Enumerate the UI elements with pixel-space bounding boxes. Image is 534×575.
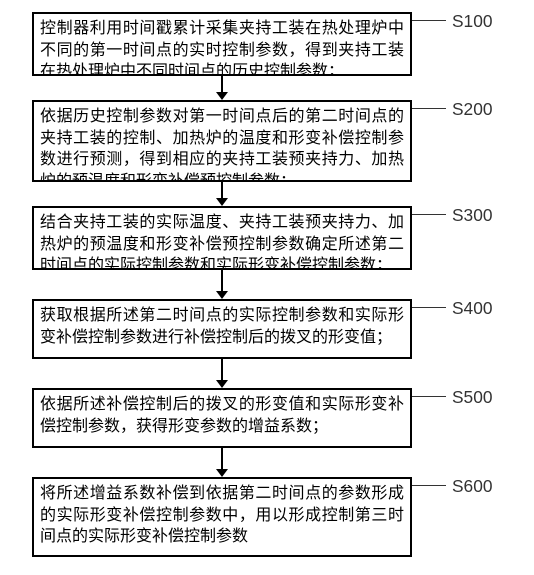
arrow-head-icon — [216, 92, 228, 100]
arrow-head-icon — [216, 291, 228, 299]
leader-line — [412, 108, 446, 109]
step-label-s100: S100 — [452, 11, 492, 32]
step-text: 结合夹持工装的实际温度、夹持工装预夹持力、加热炉的预温度和形变补偿预控制参数确定… — [34, 208, 410, 270]
leader-line — [412, 20, 446, 21]
arrow-head-icon — [216, 380, 228, 388]
leader-line — [412, 396, 446, 397]
flowchart-root: 控制器利用时间戳累计采集夹持工装在热处理炉中不同的第一时间点的实时控制参数，得到… — [0, 0, 534, 575]
arrow-line — [221, 270, 223, 291]
leader-line — [412, 307, 446, 308]
step-box-s100: 控制器利用时间戳累计采集夹持工装在热处理炉中不同的第一时间点的实时控制参数，得到… — [32, 12, 412, 76]
step-label-s600: S600 — [452, 476, 492, 497]
arrow-line — [221, 76, 223, 92]
step-text: 依据历史控制参数对第一时间点后的第二时间点的夹持工装的控制、加热炉的温度和形变补… — [34, 102, 410, 182]
step-label-s500: S500 — [452, 387, 492, 408]
arrow-line — [221, 359, 223, 380]
step-text: 将所述增益系数补偿到依据第二时间点的参数形成的实际形变补偿控制参数中，用以形成控… — [34, 479, 410, 552]
step-text: 依据所述补偿控制后的拨叉的形变值和实际形变补偿控制参数，获得形变参数的增益系数； — [34, 390, 410, 441]
leader-line — [412, 214, 446, 215]
step-label-s300: S300 — [452, 205, 492, 226]
step-box-s500: 依据所述补偿控制后的拨叉的形变值和实际形变补偿控制参数，获得形变参数的增益系数； — [32, 388, 412, 448]
step-box-s400: 获取根据所述第二时间点的实际控制参数和实际形变补偿控制参数进行补偿控制后的拨叉的… — [32, 299, 412, 359]
arrow-head-icon — [216, 198, 228, 206]
step-label-s400: S400 — [452, 298, 492, 319]
step-text: 获取根据所述第二时间点的实际控制参数和实际形变补偿控制参数进行补偿控制后的拨叉的… — [34, 301, 410, 352]
step-box-s200: 依据历史控制参数对第一时间点后的第二时间点的夹持工装的控制、加热炉的温度和形变补… — [32, 100, 412, 182]
arrow-line — [221, 182, 223, 198]
step-box-s600: 将所述增益系数补偿到依据第二时间点的参数形成的实际形变补偿控制参数中，用以形成控… — [32, 477, 412, 557]
arrow-line — [221, 448, 223, 469]
leader-line — [412, 485, 446, 486]
step-text: 控制器利用时间戳累计采集夹持工装在热处理炉中不同的第一时间点的实时控制参数，得到… — [34, 14, 410, 76]
step-label-s200: S200 — [452, 99, 492, 120]
step-box-s300: 结合夹持工装的实际温度、夹持工装预夹持力、加热炉的预温度和形变补偿预控制参数确定… — [32, 206, 412, 270]
arrow-head-icon — [216, 469, 228, 477]
